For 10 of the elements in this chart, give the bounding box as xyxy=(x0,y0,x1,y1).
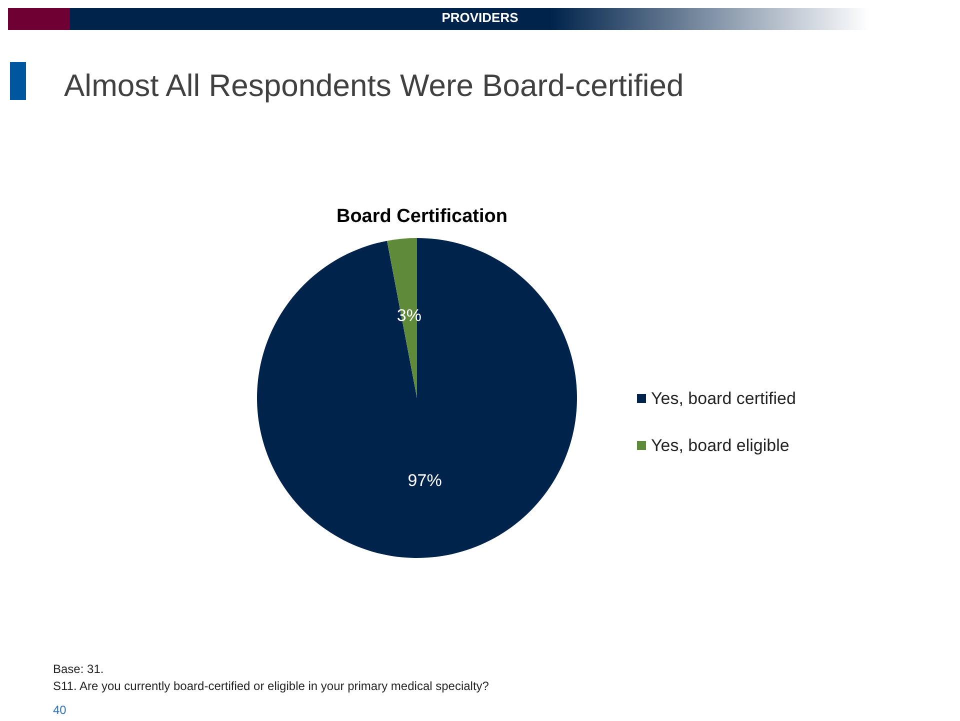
text: Almost All Respondents Were Board-certified xyxy=(64,68,684,104)
text: Base: 31. xyxy=(53,662,104,676)
data-label: 97% xyxy=(408,471,442,490)
text: S11. Are you currently board-certified or eligible in your primary medical specialty? xyxy=(53,679,489,693)
chart-title: Board Certification xyxy=(336,206,508,227)
legend-label: Yes, board eligible xyxy=(651,436,790,455)
text: PROVIDERS xyxy=(440,10,520,25)
text: 40 xyxy=(53,703,66,717)
data-label: 3% xyxy=(396,306,422,325)
legend-label: Yes, board certified xyxy=(651,389,796,408)
